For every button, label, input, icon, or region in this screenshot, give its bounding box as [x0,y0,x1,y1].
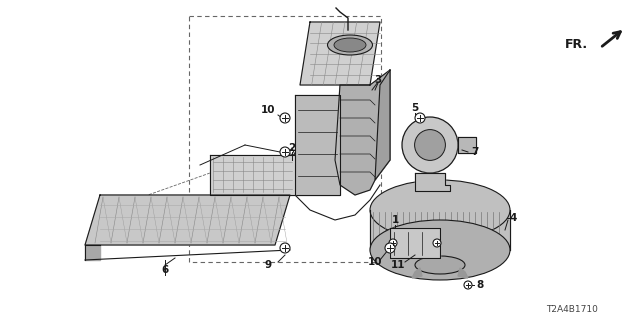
Bar [189,16,381,262]
Text: 5: 5 [412,103,419,113]
Circle shape [280,147,290,157]
Circle shape [280,243,290,253]
Text: 3: 3 [374,75,381,85]
Polygon shape [85,245,100,260]
Polygon shape [458,268,468,278]
Circle shape [415,113,425,123]
Text: FR.: FR. [565,37,588,51]
Polygon shape [300,22,380,85]
Ellipse shape [328,35,372,55]
Circle shape [280,113,290,123]
Polygon shape [375,70,390,180]
Circle shape [415,130,445,160]
Text: T2A4B1710: T2A4B1710 [546,306,598,315]
Text: 10: 10 [368,257,382,267]
Text: 2: 2 [289,143,296,153]
Text: 7: 7 [471,147,479,157]
Polygon shape [295,95,340,195]
Text: 10: 10 [260,105,275,115]
Circle shape [385,243,395,253]
Text: 6: 6 [161,265,168,275]
Polygon shape [458,137,476,153]
Polygon shape [370,210,510,250]
Ellipse shape [415,256,465,274]
Polygon shape [335,70,390,195]
Ellipse shape [370,180,510,240]
Polygon shape [85,195,290,245]
Ellipse shape [370,220,510,280]
Circle shape [433,239,441,247]
Text: 11: 11 [391,260,405,270]
Polygon shape [412,268,422,278]
Text: 1: 1 [392,215,399,225]
Polygon shape [415,173,450,191]
Text: 4: 4 [509,213,516,223]
Polygon shape [210,155,295,195]
Ellipse shape [334,38,366,52]
Text: 9: 9 [264,260,271,270]
Polygon shape [390,228,440,258]
Circle shape [389,239,397,247]
Text: 8: 8 [476,280,484,290]
Circle shape [402,117,458,173]
Circle shape [464,281,472,289]
